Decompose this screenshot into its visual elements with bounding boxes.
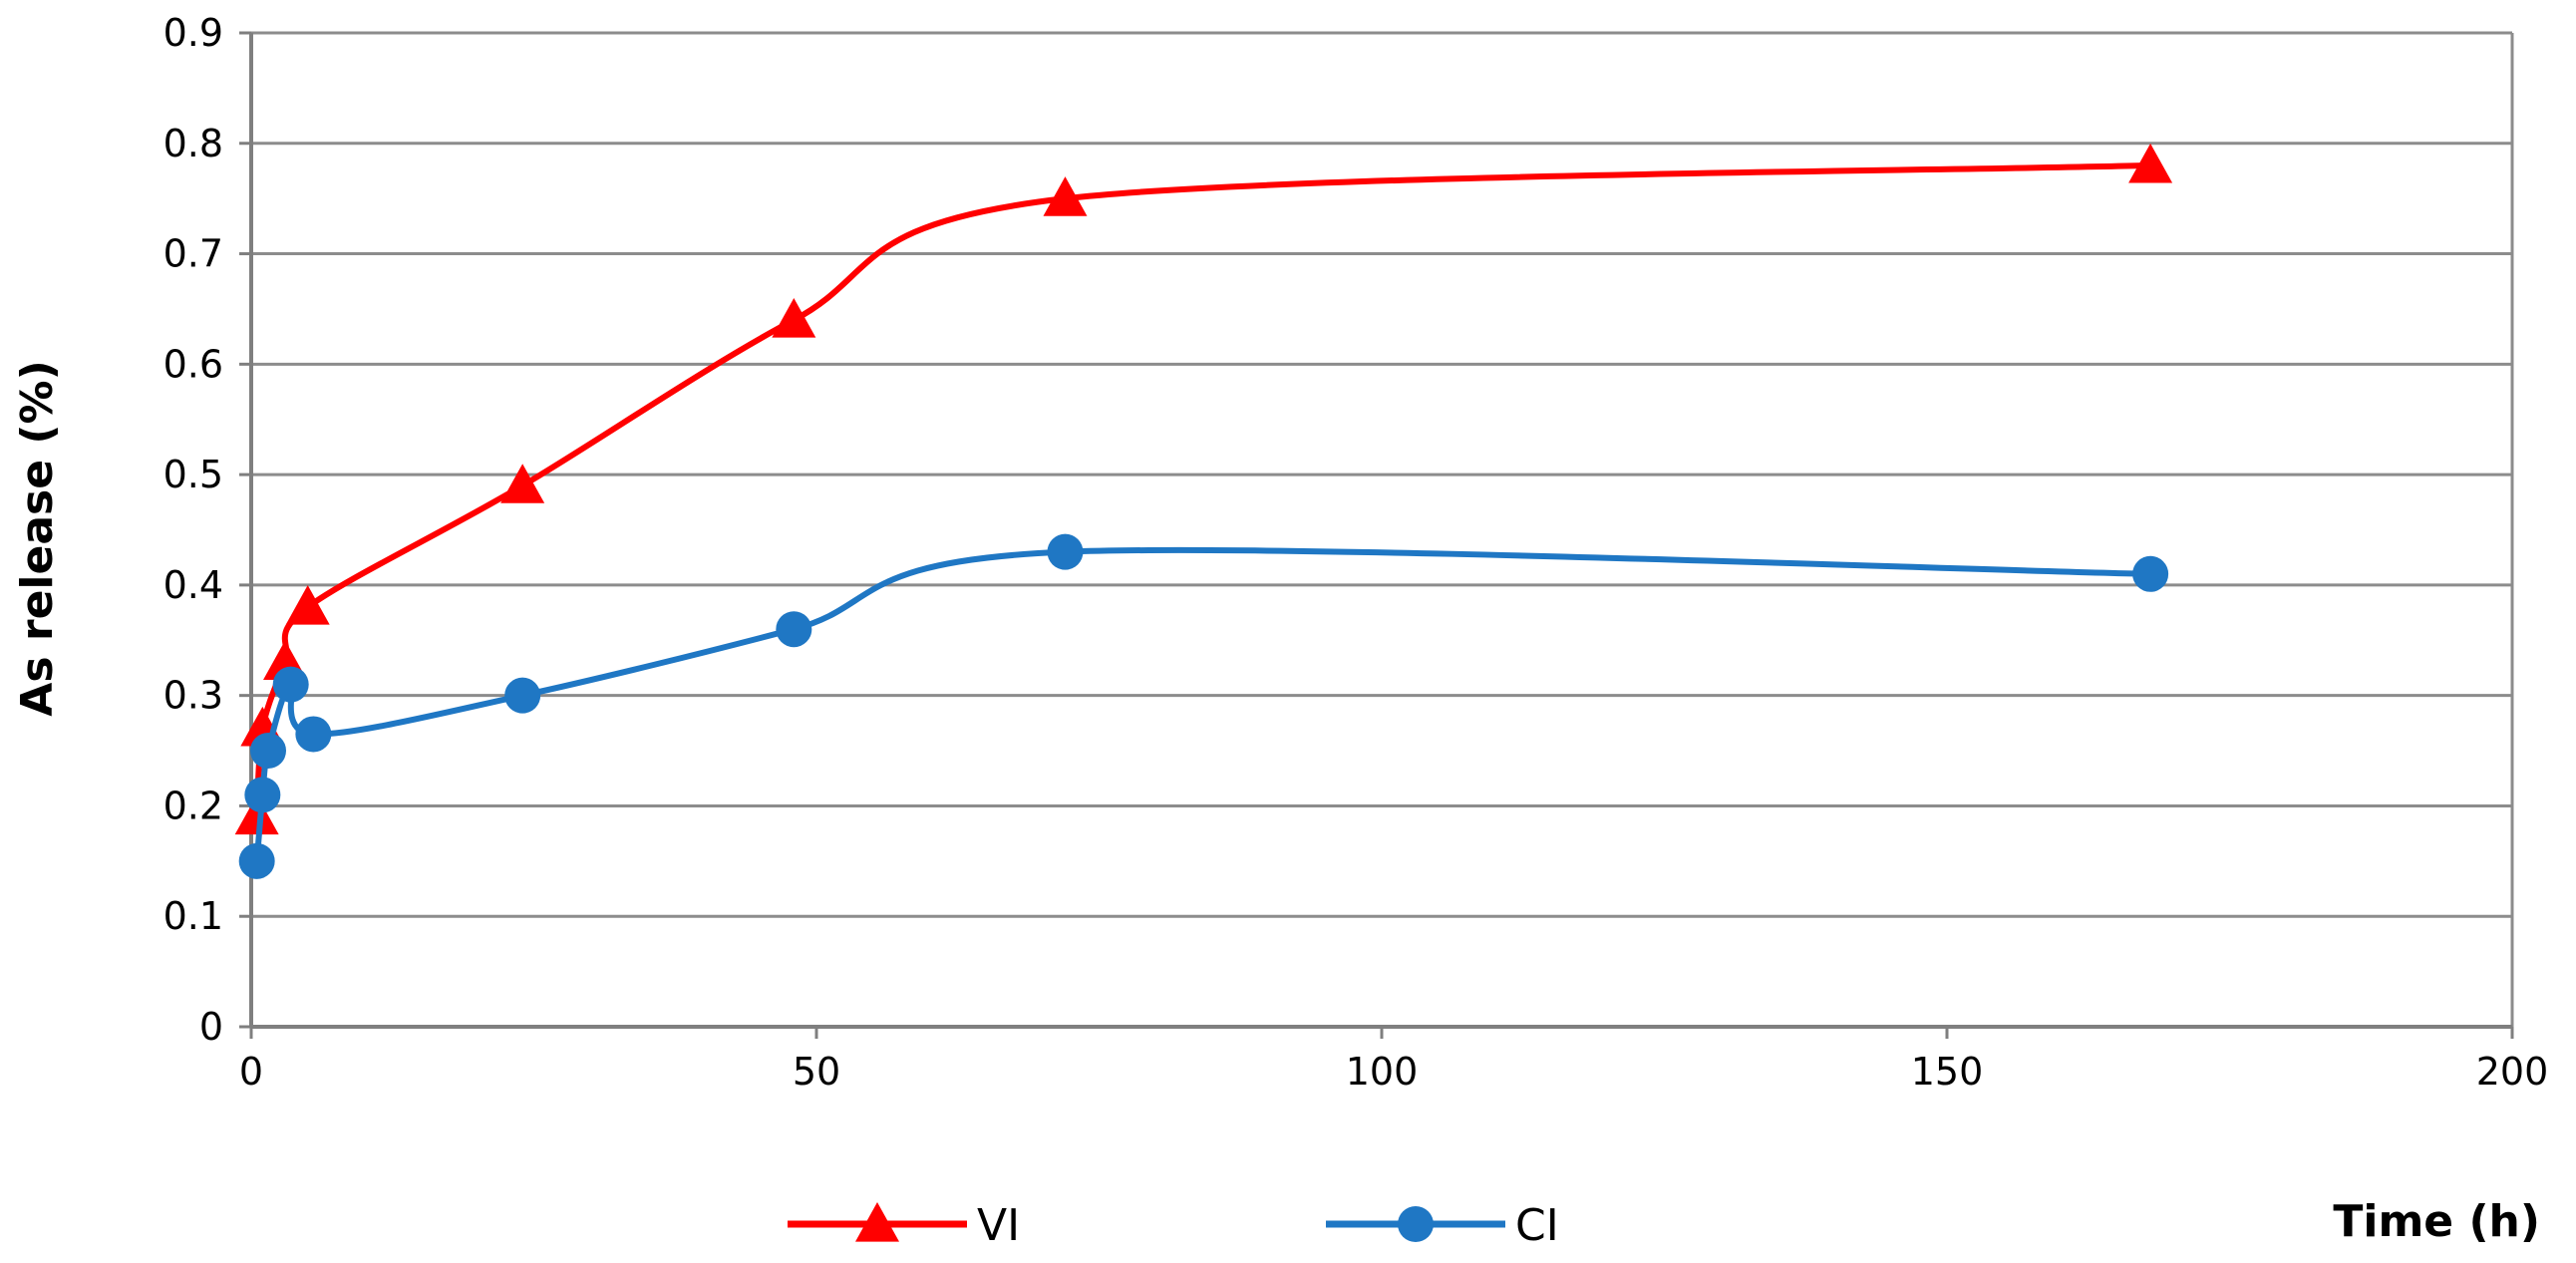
x-tick-label: 200 <box>2476 1050 2549 1094</box>
data-point-ci-2 <box>250 733 287 770</box>
y-tick-label: 0.6 <box>163 342 223 386</box>
y-tick-label: 0.5 <box>163 453 223 496</box>
series-vi <box>234 143 2173 835</box>
x-tick-label: 0 <box>239 1050 263 1094</box>
data-point-vi-0 <box>234 794 279 835</box>
series-ci <box>238 533 2169 879</box>
y-tick-label: 0 <box>199 1005 223 1049</box>
data-point-ci-0 <box>238 842 275 879</box>
x-tick-label: 50 <box>793 1050 840 1094</box>
y-tick-label: 0.3 <box>163 674 223 718</box>
series-line-ci <box>253 546 2151 862</box>
data-point-vi-6 <box>1043 176 1088 216</box>
legend-item-ci: CI <box>1326 1200 1559 1251</box>
legend-swatch-marker <box>1398 1206 1434 1242</box>
x-tick-label: 150 <box>1911 1050 1984 1094</box>
series-layer <box>234 143 2173 879</box>
y-tick-labels: 0 0.1 0.2 0.3 0.4 0.5 0.6 0.7 0.8 0.9 <box>163 11 223 1049</box>
gridlines <box>251 31 2514 1027</box>
y-tick-label: 0.8 <box>163 122 223 165</box>
legend: VI CI <box>788 1200 1559 1251</box>
legend-label: CI <box>1515 1200 1559 1251</box>
data-point-ci-6 <box>776 611 812 648</box>
data-point-ci-7 <box>1047 533 1084 570</box>
data-point-vi-4 <box>500 464 545 503</box>
y-tick-label: 0.4 <box>163 563 223 607</box>
data-point-ci-8 <box>2132 555 2169 592</box>
legend-label: VI <box>977 1200 1020 1251</box>
y-tick-label: 0.1 <box>163 894 223 938</box>
legend-item-vi: VI <box>788 1200 1020 1251</box>
data-point-vi-7 <box>2128 143 2173 183</box>
y-tick-label: 0.2 <box>163 784 223 827</box>
data-point-vi-3 <box>285 585 330 625</box>
data-point-vi-5 <box>772 298 816 338</box>
x-tick-labels: 0 50 100 150 200 <box>239 1050 2548 1094</box>
data-point-ci-3 <box>272 666 309 703</box>
data-point-ci-5 <box>504 677 541 714</box>
x-tick-label: 100 <box>1346 1050 1419 1094</box>
y-axis-title: As release (%) <box>12 360 63 716</box>
data-point-ci-1 <box>244 777 281 813</box>
data-point-ci-4 <box>295 716 332 753</box>
x-axis-title: Time (h) <box>2333 1196 2540 1247</box>
series-line-vi <box>253 161 2151 817</box>
y-tick-label: 0.7 <box>163 232 223 276</box>
y-tick-label: 0.9 <box>163 11 223 55</box>
legend-swatch-marker <box>855 1202 899 1242</box>
